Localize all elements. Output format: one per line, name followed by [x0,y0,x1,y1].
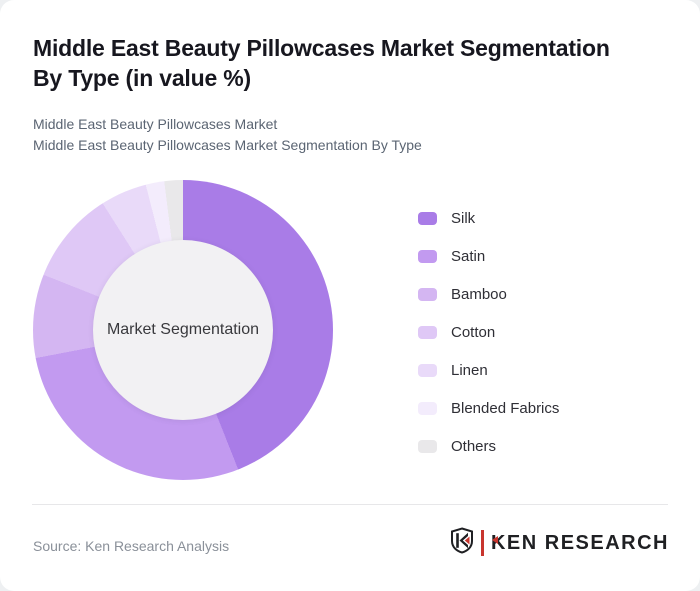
legend-swatch [418,440,437,453]
logo-wordmark: KEN RESEARCH [490,531,669,554]
legend-item-label: Blended Fabrics [451,400,560,417]
legend-item-label: Linen [451,362,488,379]
legend-item: Silk [418,206,559,231]
legend-item-label: Cotton [451,324,496,341]
legend-item: Blended Fabrics [418,396,559,421]
logo-divider-bar [480,530,484,556]
legend-item: Satin [418,244,559,269]
legend-item-label: Others [451,438,497,455]
source-text: Source: Ken Research Analysis [33,538,230,554]
legend-item-label: Silk [451,210,476,227]
legend-item: Others [418,434,559,459]
donut-center-label: Market Segmentation [106,321,260,338]
ken-research-logo: KEN RESEARCH [450,527,669,559]
donut-chart: Market Segmentation [33,180,333,480]
donut-hole: Market Segmentation [93,240,273,420]
legend-swatch [418,326,437,339]
legend-swatch [418,250,437,263]
subtitle-line-2: Middle East Beauty Pillowcases Market Se… [33,137,422,153]
chart-subtitle: Middle East Beauty Pillowcases Market Mi… [33,114,673,156]
subtitle-line-1: Middle East Beauty Pillowcases Market [33,116,278,132]
legend-item-label: Satin [451,248,486,265]
shield-k-icon [450,527,474,559]
legend-swatch [418,402,437,415]
logo-k-accent-icon [491,536,498,544]
legend: Silk Satin Bamboo Cotton Linen Blended Fabric… [418,206,559,459]
legend-item: Linen [418,358,559,383]
legend-item: Cotton [418,320,559,345]
legend-swatch [418,212,437,225]
legend-swatch [418,288,437,301]
legend-item-label: Bamboo [451,286,507,303]
page-title: Middle East Beauty Pillowcases Market Se… [33,33,673,93]
footer-divider [32,504,668,505]
title-line-1: Middle East Beauty Pillowcases Market Se… [33,35,610,61]
legend-swatch [418,364,437,377]
legend-item: Bamboo [418,282,559,307]
title-line-2: By Type (in value %) [33,65,251,91]
